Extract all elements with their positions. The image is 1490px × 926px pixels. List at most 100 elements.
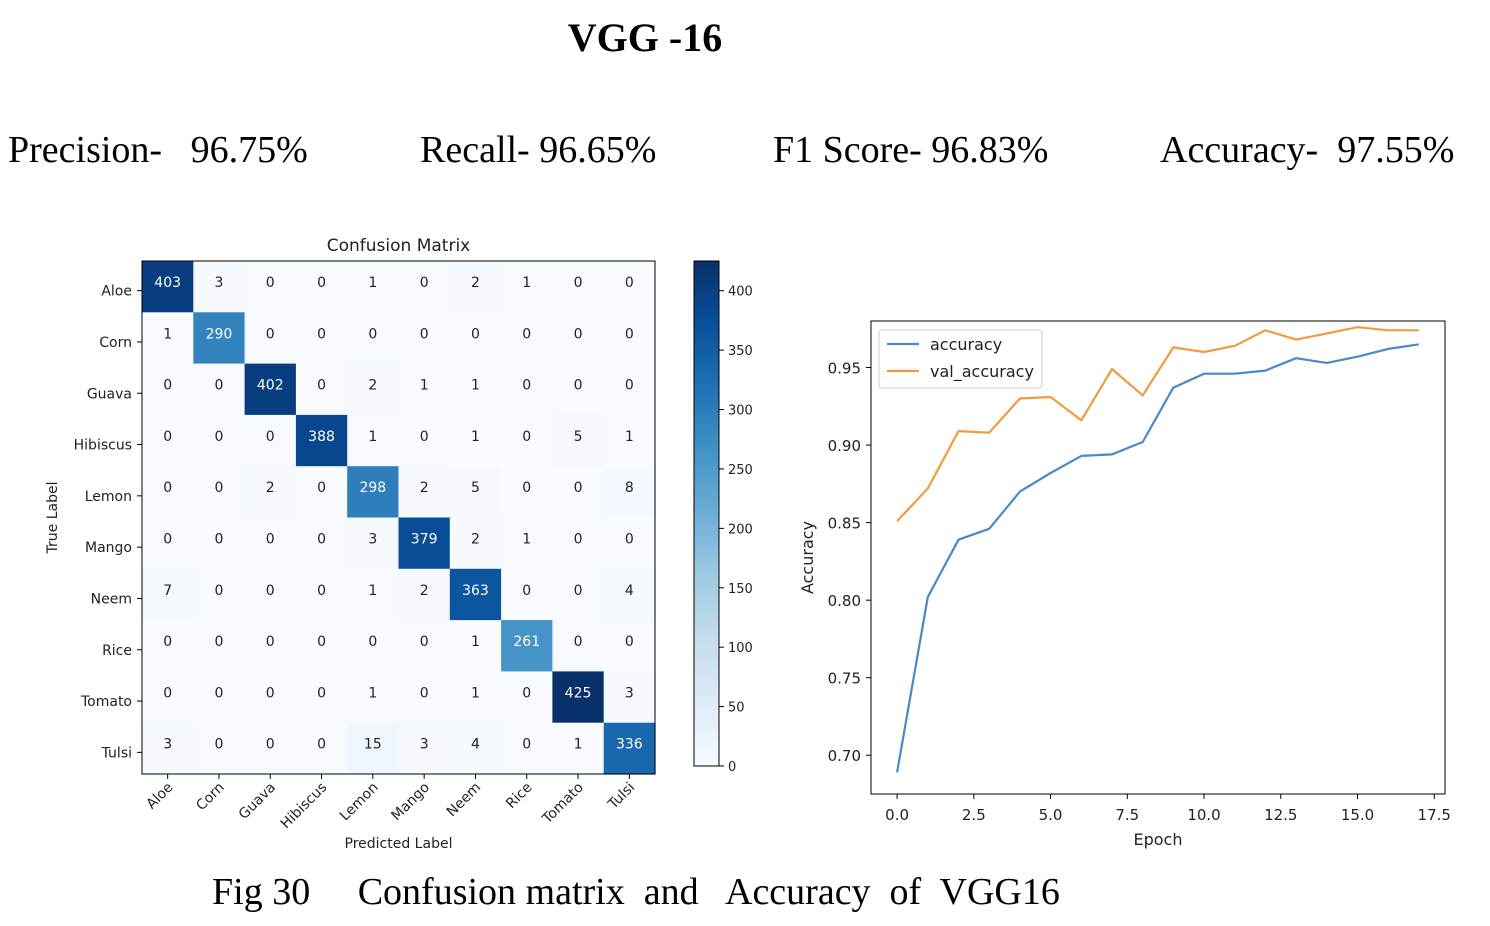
matrix-x-label: Predicted Label [345, 836, 453, 852]
matrix-cell [449, 312, 502, 365]
line-x-label: Epoch [1134, 830, 1183, 849]
matrix-cell [552, 568, 605, 621]
matrix-cell [244, 363, 297, 416]
y-tick-label: 0.70 [828, 747, 861, 765]
y-tick-label: Guava [87, 386, 132, 402]
matrix-cell-value: 1 [471, 429, 480, 445]
matrix-cell-value: 0 [574, 480, 583, 496]
matrix-cell [398, 261, 451, 313]
matrix-cell-value: 0 [214, 634, 223, 650]
matrix-cell [398, 620, 451, 672]
matrix-cell-value: 0 [625, 634, 634, 650]
matrix-cell [449, 466, 502, 519]
matrix-cell-value: 1 [368, 583, 377, 599]
y-tick-label: 0.85 [828, 515, 861, 533]
y-tick-label: Lemon [85, 489, 132, 505]
x-tick-label: Rice [503, 780, 535, 812]
matrix-cell [244, 517, 297, 570]
matrix-cell [295, 466, 348, 519]
matrix-cell-value: 0 [574, 634, 583, 650]
x-tick-label: Hibiscus [278, 780, 331, 833]
y-tick-label: Hibiscus [74, 438, 132, 454]
matrix-cell-value: 0 [317, 685, 326, 701]
x-tick-label: Corn [193, 780, 227, 814]
matrix-cell-value: 0 [574, 326, 583, 342]
colorbar-tick-label: 400 [728, 285, 753, 300]
matrix-cell-value: 290 [206, 326, 233, 342]
matrix-cell [398, 568, 451, 621]
matrix-cell [347, 261, 400, 313]
matrix-cell [552, 517, 605, 570]
matrix-cell [603, 261, 656, 313]
matrix-cell [552, 363, 605, 416]
matrix-cell [398, 414, 451, 467]
precision-metric: Precision- 96.75% [8, 129, 308, 171]
matrix-cell-value: 5 [574, 429, 583, 445]
figure-caption: Fig 30 Confusion matrix and Accuracy of … [212, 871, 1060, 913]
matrix-cell-value: 0 [574, 378, 583, 394]
matrix-cell-value: 0 [214, 737, 223, 753]
matrix-cell [193, 722, 246, 775]
y-tick-label: Aloe [101, 284, 132, 300]
x-tick-label: Guava [236, 780, 279, 823]
matrix-cell [449, 414, 502, 467]
matrix-cell [603, 722, 656, 775]
matrix-cell [398, 671, 451, 724]
page-heading: VGG -16 [567, 15, 723, 60]
confusion-matrix-chart: 403 3 0 0 1 0 2 1 0 01 290 0 0 0 0 0 0 0 00 0 402 0 2 1 1 0 0 00 0 0 3… [45, 236, 753, 852]
x-tick-label: 15.0 [1341, 806, 1374, 824]
colorbar-tick-label: 0 [728, 760, 736, 775]
matrix-cell [501, 466, 553, 519]
matrix-cell-value: 0 [163, 480, 172, 496]
matrix-cell-value: 2 [471, 275, 480, 291]
matrix-cell [603, 466, 656, 519]
matrix-cell-value: 0 [471, 326, 480, 342]
matrix-cell [142, 261, 194, 313]
matrix-cell-value: 2 [266, 480, 275, 496]
x-tick-label: Lemon [337, 780, 382, 825]
y-tick-label: 0.95 [828, 360, 861, 378]
matrix-cell [142, 466, 194, 519]
matrix-cell-value: 1 [574, 737, 583, 753]
matrix-cell-value: 0 [574, 532, 583, 548]
matrix-cell [449, 722, 502, 775]
matrix-cell-value: 3 [163, 737, 172, 753]
legend-label: accuracy [930, 335, 1002, 354]
matrix-cell-value: 1 [163, 326, 172, 342]
matrix-cell-value: 0 [163, 685, 172, 701]
matrix-cell-value: 1 [368, 685, 377, 701]
matrix-cell-value: 0 [214, 532, 223, 548]
matrix-cell [193, 568, 246, 621]
matrix-cell [449, 363, 502, 416]
matrix-cell [193, 261, 246, 313]
matrix-cell [603, 517, 656, 570]
matrix-cell-value: 0 [420, 685, 429, 701]
matrix-cell [552, 671, 605, 724]
matrix-cell-value: 388 [308, 429, 335, 445]
matrix-cell [501, 517, 553, 570]
matrix-cell [603, 414, 656, 467]
matrix-cell [142, 722, 194, 775]
matrix-cell-value: 0 [522, 737, 531, 753]
matrix-cell-value: 0 [420, 326, 429, 342]
matrix-cell-value: 0 [522, 685, 531, 701]
matrix-cell [449, 671, 502, 724]
matrix-cell [501, 568, 553, 621]
matrix-cell [142, 671, 194, 724]
matrix-cell-value: 0 [163, 634, 172, 650]
matrix-cell [347, 312, 400, 365]
matrix-cell-value: 0 [163, 429, 172, 445]
matrix-cell-value: 0 [266, 634, 275, 650]
matrix-cell [603, 363, 656, 416]
x-tick-label: 5.0 [1039, 806, 1063, 824]
matrix-cell [398, 363, 451, 416]
matrix-cell [193, 671, 246, 724]
matrix-cell [347, 517, 400, 570]
matrix-cell [552, 261, 605, 313]
matrix-cell [244, 671, 297, 724]
matrix-cell [295, 261, 348, 313]
matrix-cell [347, 671, 400, 724]
matrix-cell [295, 517, 348, 570]
matrix-cell-value: 0 [574, 583, 583, 599]
